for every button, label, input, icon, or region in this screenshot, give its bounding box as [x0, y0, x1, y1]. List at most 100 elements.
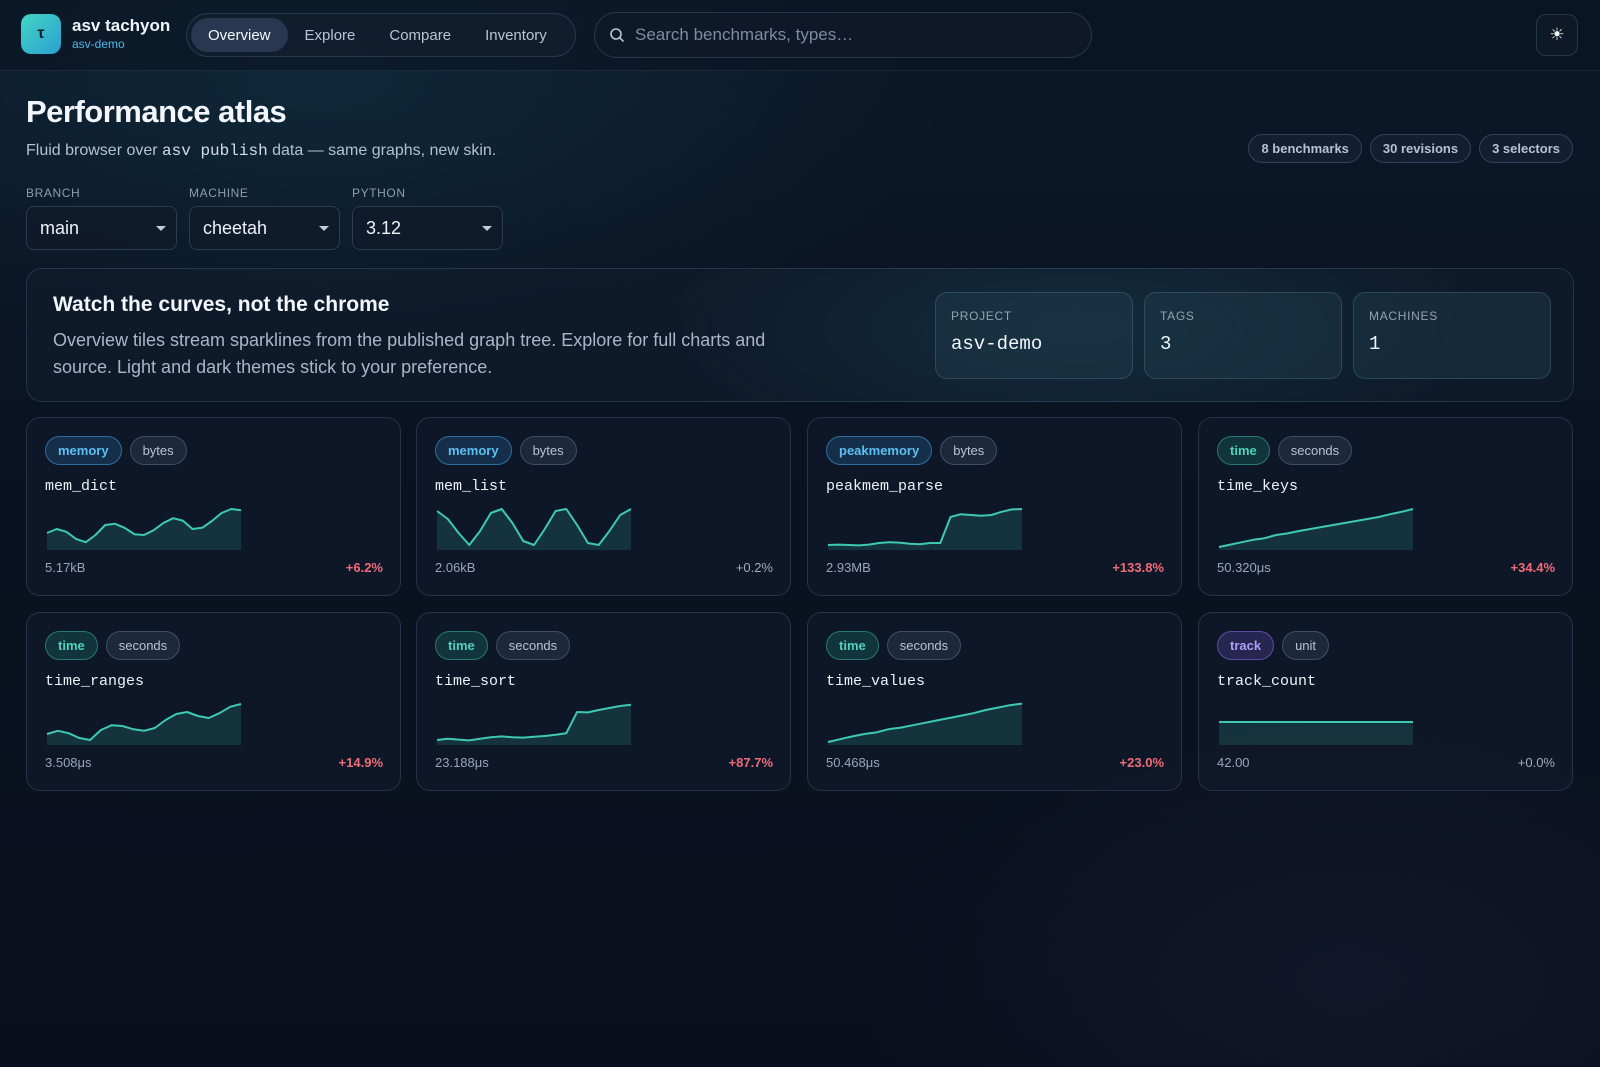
- revisions-count-badge: 30 revisions: [1369, 134, 1472, 163]
- type-tag[interactable]: memory: [435, 436, 512, 465]
- card-tags: time seconds: [826, 631, 962, 660]
- sparkline-path: [436, 508, 632, 546]
- latest-value: 50.320μs: [1217, 560, 1271, 575]
- card-tags: time seconds: [45, 631, 181, 660]
- tab-inventory[interactable]: Inventory: [485, 26, 547, 44]
- tab-overview[interactable]: Overview: [191, 18, 288, 52]
- sparkline: [827, 702, 1023, 745]
- unit-tag[interactable]: bytes: [519, 436, 577, 465]
- sparkline-path: [46, 703, 242, 741]
- unit-tag[interactable]: seconds: [1277, 436, 1353, 465]
- unit-tag[interactable]: seconds: [495, 631, 571, 660]
- unit-tag[interactable]: seconds: [886, 631, 962, 660]
- search-input[interactable]: [635, 25, 1055, 45]
- brand[interactable]: τ asv tachyon asv-demo: [21, 14, 170, 54]
- change-percent: +34.4%: [1510, 560, 1555, 575]
- intro-title: Watch the curves, not the chrome: [53, 293, 390, 316]
- sun-icon: ☀: [1549, 25, 1565, 44]
- sparkline-area: [437, 509, 631, 550]
- unit-tag[interactable]: seconds: [105, 631, 181, 660]
- unit-tag[interactable]: bytes: [940, 436, 998, 465]
- sparkline: [436, 508, 632, 550]
- stat-value: 1: [1369, 333, 1381, 355]
- change-percent: +0.2%: [735, 560, 773, 575]
- summary-counts: 8 benchmarks 30 revisions 3 selectors: [1248, 134, 1573, 163]
- sparkline-area: [1219, 722, 1413, 745]
- brand-name: asv tachyon: [72, 16, 171, 35]
- change-percent: +87.7%: [728, 755, 773, 770]
- chevron-down-icon: [482, 225, 492, 231]
- selectors-count-badge: 3 selectors: [1479, 134, 1573, 163]
- machine-value: cheetah: [203, 217, 268, 238]
- page-title: Performance atlas: [26, 94, 287, 129]
- sparkline: [827, 508, 1023, 550]
- brand-logo-icon: τ: [21, 14, 61, 54]
- sparkline-path: [1218, 508, 1414, 548]
- branch-select[interactable]: main: [26, 206, 177, 250]
- tab-explore[interactable]: Explore: [304, 26, 356, 44]
- type-tag[interactable]: peakmemory: [826, 436, 933, 465]
- subtitle-text-start: Fluid browser over: [26, 142, 163, 159]
- latest-value: 2.93MB: [826, 560, 871, 575]
- brand-project: asv-demo: [72, 37, 125, 51]
- brand-text: asv tachyon asv-demo: [72, 16, 170, 52]
- card-tags: memory bytes: [435, 436, 577, 465]
- sparkline: [1219, 721, 1413, 745]
- benchmark-card[interactable]: peakmemory bytes peakmem_parse 2.93MB +1…: [807, 417, 1182, 596]
- branch-selector: BRANCH main: [26, 186, 177, 250]
- latest-value: 2.06kB: [435, 560, 476, 575]
- sparkline-path: [827, 702, 1023, 743]
- type-tag[interactable]: time: [1217, 436, 1270, 465]
- type-tag[interactable]: time: [45, 631, 98, 660]
- type-tag[interactable]: time: [826, 631, 879, 660]
- benchmark-card[interactable]: track unit track_count 42.00 +0.0%: [1198, 612, 1573, 791]
- benchmark-name: mem_dict: [45, 478, 118, 495]
- chevron-down-icon: [319, 225, 329, 231]
- card-tags: memory bytes: [45, 436, 187, 465]
- stat-label: PROJECT: [951, 309, 1012, 323]
- benchmark-card[interactable]: time seconds time_sort 23.188μs +87.7%: [416, 612, 791, 791]
- page-subtitle: Fluid browser over asv publish data — sa…: [26, 142, 496, 160]
- sparkline-area: [1219, 509, 1413, 550]
- type-tag[interactable]: time: [435, 631, 488, 660]
- unit-tag[interactable]: unit: [1282, 631, 1330, 660]
- benchmark-card[interactable]: time seconds time_ranges 3.508μs +14.9%: [26, 612, 401, 791]
- machine-selector: MACHINE cheetah: [189, 186, 340, 250]
- branch-value: main: [40, 217, 80, 238]
- latest-value: 42.00: [1217, 755, 1250, 770]
- machine-select[interactable]: cheetah: [189, 206, 340, 250]
- card-tags: peakmemory bytes: [826, 436, 998, 465]
- change-percent: +6.2%: [345, 560, 383, 575]
- benchmark-card[interactable]: memory bytes mem_list 2.06kB +0.2%: [416, 417, 791, 596]
- change-percent: +133.8%: [1112, 560, 1164, 575]
- latest-value: 3.508μs: [45, 755, 92, 770]
- machine-label: MACHINE: [189, 186, 249, 200]
- type-tag[interactable]: memory: [45, 436, 122, 465]
- benchmark-name: time_ranges: [45, 673, 145, 690]
- sparkline: [1218, 508, 1414, 550]
- benchmark-name: time_sort: [435, 673, 517, 690]
- sparkline-area: [47, 509, 241, 550]
- tab-compare[interactable]: Compare: [389, 26, 452, 44]
- type-tag[interactable]: track: [1217, 631, 1275, 660]
- subtitle-text-end: data — same graphs, new skin.: [267, 142, 497, 159]
- benchmark-card[interactable]: time seconds time_values 50.468μs +23.0%: [807, 612, 1182, 791]
- branch-label: BRANCH: [26, 186, 81, 200]
- change-percent: +14.9%: [338, 755, 383, 770]
- stat-label: MACHINES: [1369, 309, 1438, 323]
- intro-panel: Watch the curves, not the chrome Overvie…: [26, 268, 1574, 402]
- sparkline-area: [47, 704, 241, 745]
- python-label: PYTHON: [352, 186, 406, 200]
- benchmark-name: peakmem_parse: [826, 478, 944, 495]
- theme-toggle-button[interactable]: ☀: [1536, 14, 1578, 56]
- unit-tag[interactable]: bytes: [129, 436, 187, 465]
- benchmark-card[interactable]: time seconds time_keys 50.320μs +34.4%: [1198, 417, 1573, 596]
- filter-selectors: BRANCH main MACHINE cheetah PYTHON 3.12: [26, 186, 503, 250]
- stat-value: 3: [1160, 333, 1172, 355]
- benchmark-card[interactable]: memory bytes mem_dict 5.17kB +6.2%: [26, 417, 401, 596]
- change-percent: +0.0%: [1517, 755, 1555, 770]
- intro-description: Overview tiles stream sparklines from th…: [53, 330, 766, 377]
- sparkline-area: [437, 704, 631, 745]
- python-select[interactable]: 3.12: [352, 206, 503, 250]
- chevron-down-icon: [156, 225, 166, 231]
